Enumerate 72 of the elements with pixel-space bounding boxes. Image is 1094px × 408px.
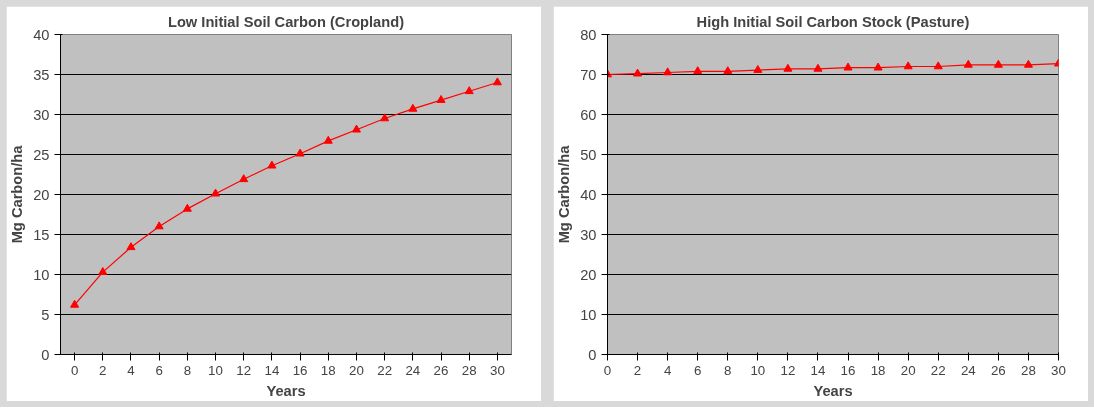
y-tick-label: 15 bbox=[33, 226, 50, 243]
point bbox=[351, 124, 361, 133]
x-tick-label: 22 bbox=[930, 362, 946, 378]
y-tick-label: 35 bbox=[33, 66, 50, 83]
point bbox=[98, 266, 108, 275]
x-tick-label: 26 bbox=[433, 362, 449, 378]
point bbox=[408, 103, 418, 112]
x-tick-label: 2 bbox=[99, 362, 107, 378]
y-axis-title: Mg Carbon/ha bbox=[9, 144, 26, 244]
chart-title: High Initial Soil Carbon Stock (Pasture) bbox=[696, 13, 970, 30]
x-tick-label: 18 bbox=[870, 362, 886, 378]
y-tick-label: 60 bbox=[580, 106, 597, 123]
y-tick-label: 10 bbox=[33, 266, 50, 283]
x-tick-label: 10 bbox=[750, 362, 766, 378]
y-tick-label: 70 bbox=[580, 66, 597, 83]
y-tick-label: 20 bbox=[580, 266, 597, 283]
point bbox=[436, 94, 446, 103]
x-tick-label: 22 bbox=[377, 362, 393, 378]
x-tick-label: 0 bbox=[70, 362, 79, 378]
point bbox=[154, 221, 164, 230]
y-tick-label: 0 bbox=[588, 346, 597, 363]
point bbox=[182, 203, 192, 212]
y-tick-label: 30 bbox=[33, 106, 50, 123]
x-tick-label: 12 bbox=[780, 362, 796, 378]
x-tick-label: 26 bbox=[990, 362, 1006, 378]
x-tick-label: 24 bbox=[960, 362, 977, 378]
x-tick-label: 6 bbox=[693, 362, 702, 378]
y-tick-label: 80 bbox=[580, 26, 597, 43]
x-tick-label: 2 bbox=[633, 362, 642, 378]
x-tick-label: 8 bbox=[724, 362, 732, 378]
y-tick-label: 0 bbox=[41, 346, 50, 363]
x-axis-title: Years bbox=[813, 382, 853, 399]
x-tick-label: 4 bbox=[127, 362, 136, 378]
x-tick-label: 20 bbox=[900, 362, 916, 378]
point bbox=[126, 242, 136, 251]
x-tick-label: 12 bbox=[236, 362, 252, 378]
y-tick-label: 20 bbox=[33, 186, 50, 203]
point bbox=[239, 174, 249, 183]
x-axis-title: Years bbox=[266, 382, 306, 399]
y-tick-label: 40 bbox=[580, 186, 597, 203]
point bbox=[70, 299, 80, 308]
y-tick-label: 40 bbox=[33, 26, 50, 43]
x-tick-label: 20 bbox=[349, 362, 364, 378]
point bbox=[464, 86, 474, 95]
y-tick-label: 5 bbox=[41, 306, 50, 323]
x-tick-label: 30 bbox=[489, 362, 505, 378]
y-tick-label: 25 bbox=[33, 146, 50, 163]
x-tick-label: 30 bbox=[1051, 362, 1066, 378]
point bbox=[323, 135, 333, 144]
point bbox=[380, 113, 390, 122]
x-tick-label: 24 bbox=[405, 362, 421, 378]
x-tick-label: 16 bbox=[840, 362, 856, 378]
x-tick-label: 8 bbox=[183, 362, 192, 378]
x-tick-label: 10 bbox=[208, 362, 223, 378]
x-tick-label: 28 bbox=[461, 362, 477, 378]
x-tick-label: 28 bbox=[1021, 362, 1036, 378]
y-tick-label: 30 bbox=[580, 226, 597, 243]
x-tick-label: 16 bbox=[292, 362, 308, 378]
point bbox=[267, 160, 277, 169]
y-axis-title: Mg Carbon/ha bbox=[556, 144, 573, 244]
x-tick-label: 18 bbox=[320, 362, 336, 378]
point bbox=[211, 188, 221, 197]
y-tick-label: 10 bbox=[580, 306, 597, 323]
point bbox=[492, 77, 502, 86]
x-tick-label: 14 bbox=[810, 362, 826, 378]
x-tick-label: 6 bbox=[155, 362, 163, 378]
x-tick-label: 0 bbox=[603, 362, 612, 378]
point bbox=[295, 148, 305, 157]
chart-title: Low Initial Soil Carbon (Cropland) bbox=[167, 13, 405, 30]
y-tick-label: 50 bbox=[580, 146, 597, 163]
x-tick-label: 14 bbox=[264, 362, 280, 378]
x-tick-label: 4 bbox=[663, 362, 672, 378]
